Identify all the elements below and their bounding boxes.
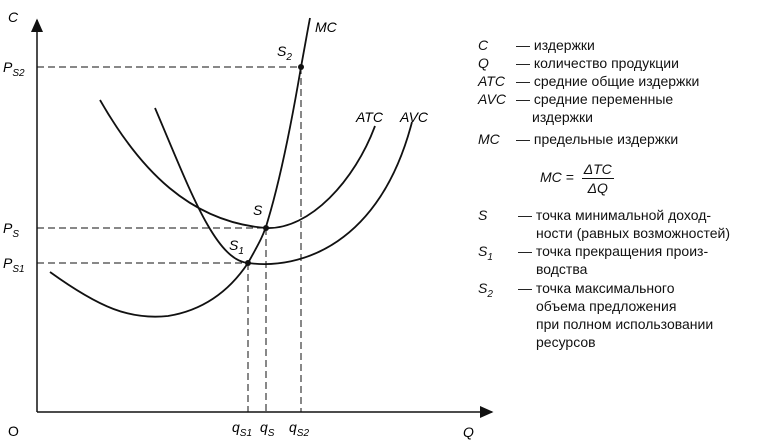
- point-s-label: S: [253, 202, 263, 218]
- formula-fraction: ΔTC ΔQ: [581, 160, 614, 197]
- x-tick-qs2-sub: S2: [297, 428, 310, 439]
- legend-symbol: MC: [478, 131, 500, 147]
- formula-lhs: MC =: [540, 169, 574, 186]
- point-s1-label-main: S: [229, 237, 239, 253]
- guide-lines: [37, 66, 302, 412]
- point-s1: [245, 260, 251, 266]
- x-tick-qs: qS: [260, 419, 275, 439]
- y-tick-ps2-main: P: [3, 59, 13, 75]
- legend-symbol: ATC: [478, 73, 505, 89]
- x-tick-qs1-main: q: [232, 419, 240, 435]
- point-legend-symbol-main: S: [478, 243, 488, 259]
- legend-symbol: AVC: [478, 91, 507, 107]
- point-legend-dash: —: [518, 207, 532, 223]
- point-legend-symbol: S: [478, 206, 487, 224]
- y-tick-ps-main: P: [3, 220, 13, 236]
- x-tick-qs2-main: q: [289, 419, 297, 435]
- point-legend-text: — точка минимальной доход-: [518, 206, 711, 224]
- point-legend-symbol-sub: 1: [487, 251, 493, 263]
- x-tick-qs1-sub: S1: [240, 428, 252, 439]
- legend-desc: количество продукции: [533, 55, 679, 71]
- x-tick-qs2: qS2: [289, 419, 309, 439]
- point-s-label-main: S: [253, 202, 263, 218]
- point-legend-line: ресурсов: [536, 334, 596, 350]
- point-s1-label: S1: [229, 237, 244, 257]
- legend-symbol: C: [478, 37, 489, 53]
- legend-desc: издержки: [532, 109, 593, 125]
- formula-denominator: ΔQ: [587, 180, 608, 196]
- y-tick-ps2: PS2: [3, 59, 25, 79]
- mc-formula: MC = ΔTC ΔQ: [540, 160, 614, 197]
- point-legend-text: — точка максимального: [518, 279, 675, 297]
- x-tick-qs1: qS1: [232, 419, 252, 439]
- legend-dash: —: [516, 131, 530, 147]
- point-s: [263, 225, 269, 231]
- legend-dash: —: [516, 91, 530, 107]
- y-tick-ps1-main: P: [3, 255, 13, 271]
- point-s2-label-sub: 2: [285, 52, 292, 63]
- point-legend-line: водства: [536, 261, 588, 277]
- legend-text: — предельные издержки: [516, 130, 678, 148]
- legend-desc: средние переменные: [533, 91, 674, 107]
- y-tick-ps: PS: [3, 220, 19, 240]
- point-s2: [298, 64, 304, 70]
- legend-dash: —: [516, 73, 530, 89]
- atc-curve-label: ATC: [355, 109, 384, 125]
- point-s1-label-sub: 1: [238, 246, 244, 257]
- legend-dash: —: [516, 37, 530, 53]
- point-s2-label: S2: [277, 43, 292, 63]
- y-tick-ps-sub: S: [12, 229, 19, 240]
- legend-dash: —: [516, 55, 530, 71]
- point-legend-line: при полном использовании: [536, 316, 714, 332]
- avc-curve-label: AVC: [399, 109, 429, 125]
- formula-numerator: ΔTC: [581, 161, 614, 179]
- y-tick-ps1: PS1: [3, 255, 25, 275]
- point-legend-line: объема предложения: [536, 298, 677, 314]
- legend-desc: средние общие издержки: [533, 73, 700, 89]
- y-axis-label: C: [8, 9, 19, 25]
- point-legend-symbol-sub: 2: [487, 288, 493, 300]
- legend-text: — количество продукции: [516, 54, 679, 72]
- point-legend-line: точка максимального: [535, 280, 675, 296]
- atc-curve: [99, 99, 376, 229]
- point-legend-line: точка минимальной доход-: [535, 207, 712, 223]
- mc-curve-label: MC: [315, 19, 338, 35]
- point-legend-line: ности (равных возможностей): [536, 225, 730, 241]
- point-legend-line: точка прекращения произ-: [535, 243, 709, 259]
- point-legend-dash: —: [518, 243, 532, 259]
- point-legend-dash: —: [518, 280, 532, 296]
- point-legend-symbol-main: S: [478, 207, 488, 223]
- legend-desc: издержки: [533, 37, 595, 53]
- y-tick-ps1-sub: S1: [12, 264, 24, 275]
- origin-label: O: [8, 423, 19, 439]
- legend-text: — издержки: [516, 36, 595, 54]
- y-tick-ps2-sub: S2: [12, 68, 25, 79]
- x-tick-qs-main: q: [260, 419, 268, 435]
- point-legend-symbol: S1: [478, 242, 493, 267]
- x-tick-qs-sub: S: [268, 428, 275, 439]
- point-legend-symbol-main: S: [478, 280, 488, 296]
- legend-symbol: Q: [478, 55, 489, 71]
- legend-text: — средние переменные: [516, 90, 673, 108]
- point-legend-text: — точка прекращения произ-: [518, 242, 708, 260]
- legend-desc: предельные издержки: [533, 131, 679, 147]
- x-axis-label: Q: [463, 424, 474, 440]
- legend-text: — средние общие издержки: [516, 72, 699, 90]
- point-s2-label-main: S: [277, 43, 287, 59]
- point-legend-symbol: S2: [478, 279, 493, 304]
